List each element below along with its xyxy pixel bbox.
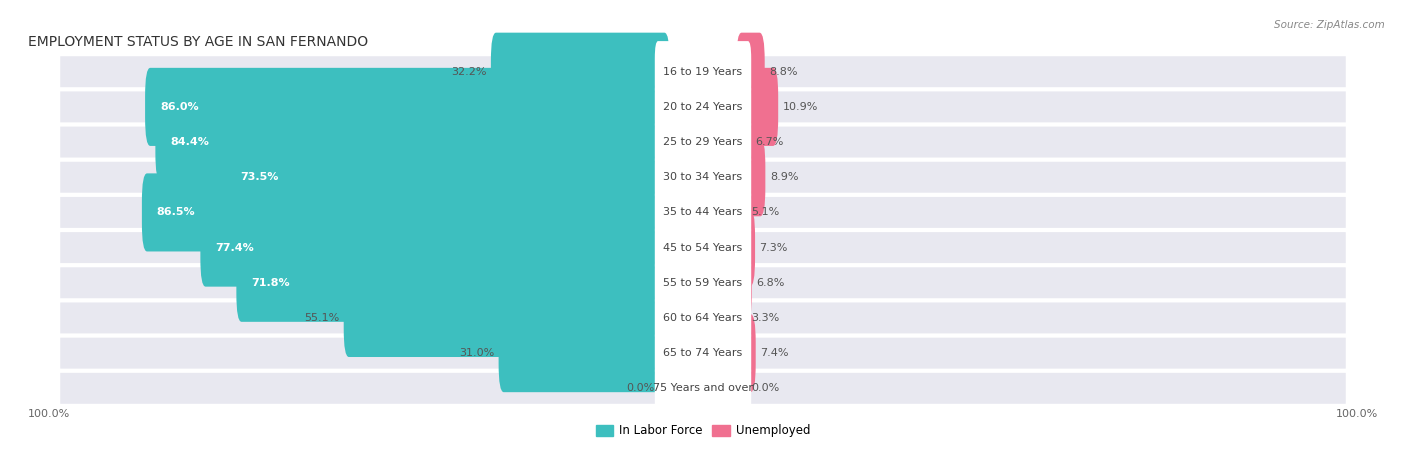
Text: 84.4%: 84.4% <box>170 137 209 147</box>
FancyBboxPatch shape <box>655 252 751 313</box>
FancyBboxPatch shape <box>499 314 669 392</box>
FancyBboxPatch shape <box>737 68 778 146</box>
Text: 86.5%: 86.5% <box>156 207 195 217</box>
Text: 7.3%: 7.3% <box>759 243 787 253</box>
FancyBboxPatch shape <box>60 56 1346 87</box>
Text: 20 to 24 Years: 20 to 24 Years <box>664 102 742 112</box>
Text: 71.8%: 71.8% <box>252 278 290 288</box>
FancyBboxPatch shape <box>343 279 669 357</box>
Text: 16 to 19 Years: 16 to 19 Years <box>664 67 742 77</box>
Text: 73.5%: 73.5% <box>240 172 278 182</box>
Text: 77.4%: 77.4% <box>215 243 254 253</box>
Text: 8.9%: 8.9% <box>770 172 799 182</box>
FancyBboxPatch shape <box>60 232 1346 263</box>
Text: EMPLOYMENT STATUS BY AGE IN SAN FERNANDO: EMPLOYMENT STATUS BY AGE IN SAN FERNANDO <box>28 35 368 49</box>
FancyBboxPatch shape <box>491 32 669 111</box>
FancyBboxPatch shape <box>60 197 1346 228</box>
Text: 25 to 29 Years: 25 to 29 Years <box>664 137 742 147</box>
FancyBboxPatch shape <box>201 208 669 287</box>
FancyBboxPatch shape <box>60 162 1346 193</box>
Text: 35 to 44 Years: 35 to 44 Years <box>664 207 742 217</box>
FancyBboxPatch shape <box>737 138 765 216</box>
Text: 32.2%: 32.2% <box>451 67 486 77</box>
FancyBboxPatch shape <box>60 338 1346 368</box>
Text: 60 to 64 Years: 60 to 64 Years <box>664 313 742 323</box>
FancyBboxPatch shape <box>655 217 751 278</box>
FancyBboxPatch shape <box>655 111 751 173</box>
FancyBboxPatch shape <box>655 41 751 102</box>
FancyBboxPatch shape <box>225 138 669 216</box>
Text: 5.1%: 5.1% <box>751 207 779 217</box>
Text: 3.3%: 3.3% <box>751 313 779 323</box>
FancyBboxPatch shape <box>156 103 669 181</box>
FancyBboxPatch shape <box>60 92 1346 122</box>
Text: 55.1%: 55.1% <box>304 313 339 323</box>
Text: 31.0%: 31.0% <box>458 348 494 358</box>
Text: 65 to 74 Years: 65 to 74 Years <box>664 348 742 358</box>
Text: 86.0%: 86.0% <box>160 102 198 112</box>
FancyBboxPatch shape <box>655 358 751 419</box>
Text: 0.0%: 0.0% <box>627 383 655 393</box>
Text: 75 Years and over: 75 Years and over <box>652 383 754 393</box>
Text: 55 to 59 Years: 55 to 59 Years <box>664 278 742 288</box>
Legend: In Labor Force, Unemployed: In Labor Force, Unemployed <box>591 420 815 442</box>
FancyBboxPatch shape <box>60 303 1346 333</box>
FancyBboxPatch shape <box>655 322 751 384</box>
Text: 6.8%: 6.8% <box>756 278 785 288</box>
FancyBboxPatch shape <box>737 103 751 181</box>
FancyBboxPatch shape <box>737 314 755 392</box>
FancyBboxPatch shape <box>60 373 1346 404</box>
Text: 7.4%: 7.4% <box>761 348 789 358</box>
FancyBboxPatch shape <box>737 32 765 111</box>
FancyBboxPatch shape <box>655 182 751 243</box>
Text: 30 to 34 Years: 30 to 34 Years <box>664 172 742 182</box>
FancyBboxPatch shape <box>142 173 669 252</box>
FancyBboxPatch shape <box>236 244 669 322</box>
FancyBboxPatch shape <box>737 244 752 322</box>
Text: 45 to 54 Years: 45 to 54 Years <box>664 243 742 253</box>
FancyBboxPatch shape <box>655 287 751 349</box>
FancyBboxPatch shape <box>655 76 751 138</box>
Text: 6.7%: 6.7% <box>755 137 785 147</box>
FancyBboxPatch shape <box>60 267 1346 298</box>
FancyBboxPatch shape <box>655 147 751 208</box>
FancyBboxPatch shape <box>737 208 755 287</box>
Text: 100.0%: 100.0% <box>28 409 70 419</box>
Text: 10.9%: 10.9% <box>783 102 818 112</box>
Text: 8.8%: 8.8% <box>769 67 797 77</box>
FancyBboxPatch shape <box>60 127 1346 157</box>
FancyBboxPatch shape <box>145 68 669 146</box>
Text: 100.0%: 100.0% <box>1336 409 1378 419</box>
Text: 0.0%: 0.0% <box>751 383 779 393</box>
Text: Source: ZipAtlas.com: Source: ZipAtlas.com <box>1274 20 1385 30</box>
